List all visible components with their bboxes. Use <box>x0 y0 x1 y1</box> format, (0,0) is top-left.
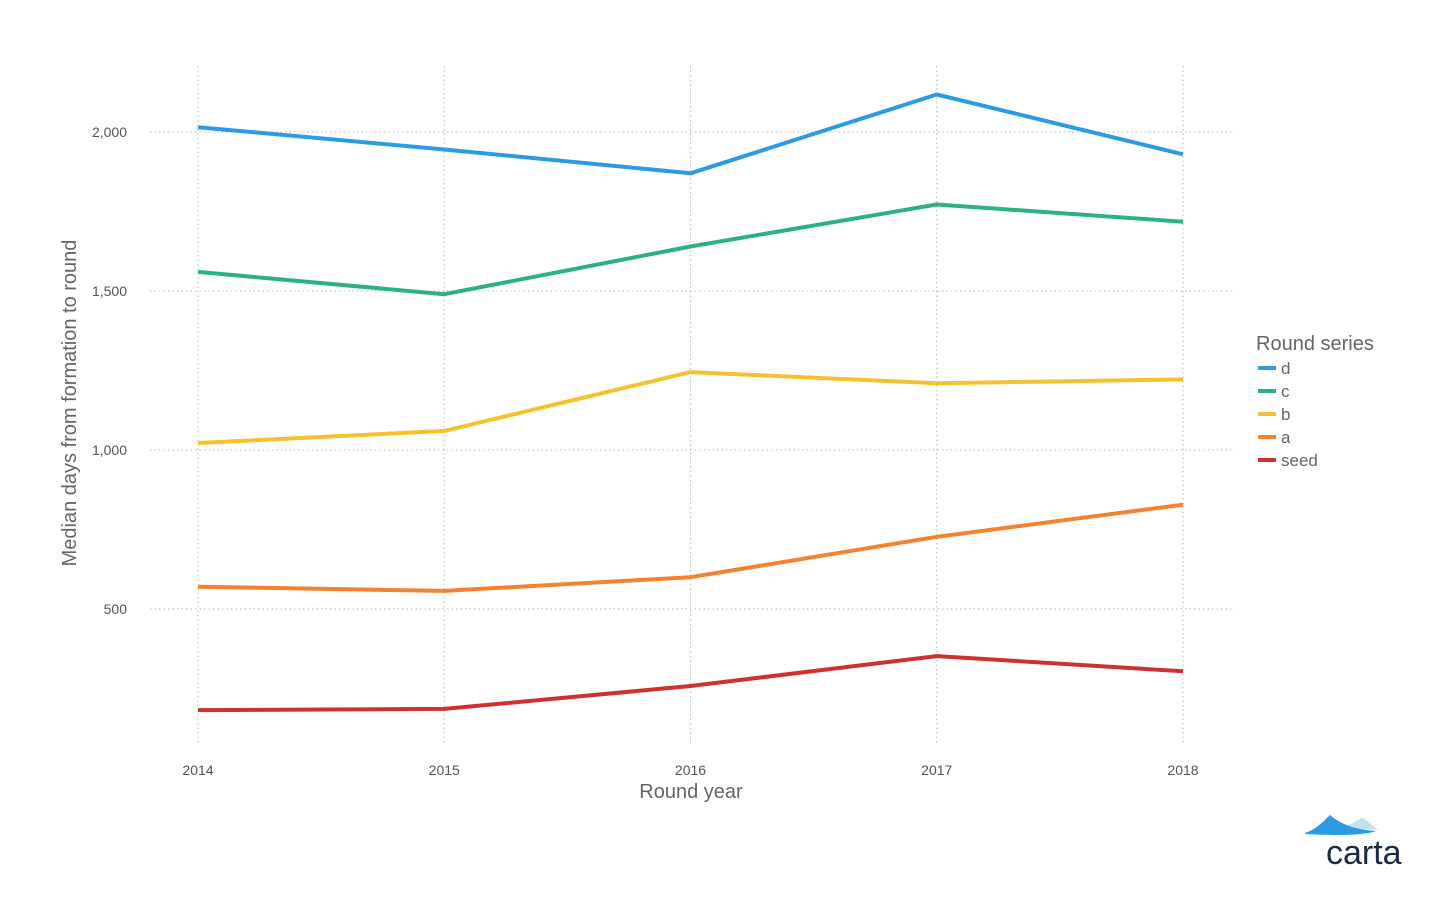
y-tick-labels: 500 1,000 1,500 2,000 <box>92 124 127 617</box>
y-tick-label: 2,000 <box>92 124 127 140</box>
y-tick-label: 1,000 <box>92 442 127 458</box>
carta-logo-wave <box>1305 815 1376 835</box>
x-tick-label: 2015 <box>429 762 460 778</box>
y-tick-label: 500 <box>104 601 128 617</box>
x-tick-label: 2018 <box>1167 762 1198 778</box>
legend-title: Round series <box>1256 333 1374 355</box>
legend-label: d <box>1281 359 1290 378</box>
grid-lines <box>150 66 1235 745</box>
x-tick-label: 2016 <box>675 762 706 778</box>
y-tick-label: 1,500 <box>92 283 127 299</box>
series-lines <box>197 92 1184 713</box>
legend-item-b: b <box>1258 405 1290 424</box>
series-line-b <box>197 370 1184 445</box>
legend-item-seed: seed <box>1258 451 1318 470</box>
y-axis-title: Median days from formation to round <box>59 240 81 567</box>
series-line-a <box>197 502 1184 593</box>
legend-label: seed <box>1281 451 1318 470</box>
series-line-c <box>197 202 1184 297</box>
legend-label: b <box>1281 405 1290 424</box>
x-tick-label: 2014 <box>182 762 213 778</box>
legend-label: a <box>1281 428 1291 447</box>
legend-label: c <box>1281 382 1290 401</box>
series-line-d <box>197 92 1184 176</box>
legend-item-a: a <box>1258 428 1291 447</box>
x-tick-label: 2017 <box>921 762 952 778</box>
x-axis-title: Round year <box>639 781 743 803</box>
series-line-seed <box>197 654 1184 713</box>
x-tick-labels: 2014 2015 2016 2017 2018 <box>182 762 1198 778</box>
legend-item-d: d <box>1258 359 1290 378</box>
carta-logo: carta <box>1305 815 1402 872</box>
carta-logo-text: carta <box>1326 834 1402 872</box>
legend-item-c: c <box>1258 382 1290 401</box>
